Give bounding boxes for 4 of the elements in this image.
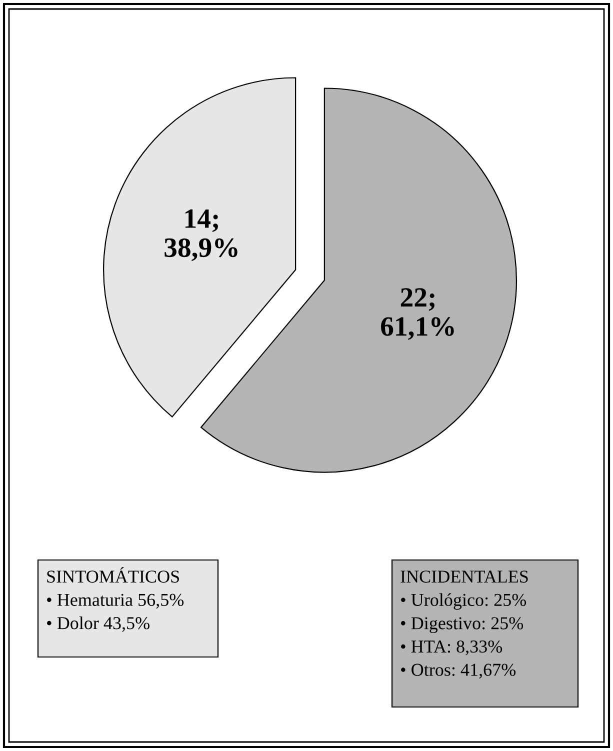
text: INCIDENTALES • Urológico: 25% • Digestivo: 25% • HTA: 8,33% • Otros: 41,67% [400,570,528,679]
data-label: 14; 38,9% [164,209,238,262]
data-label: 22; 61,1% [381,288,454,340]
text: SINTOMÁTICOS • Hematuria 56,5% • Dolor 43,5% [47,567,184,632]
